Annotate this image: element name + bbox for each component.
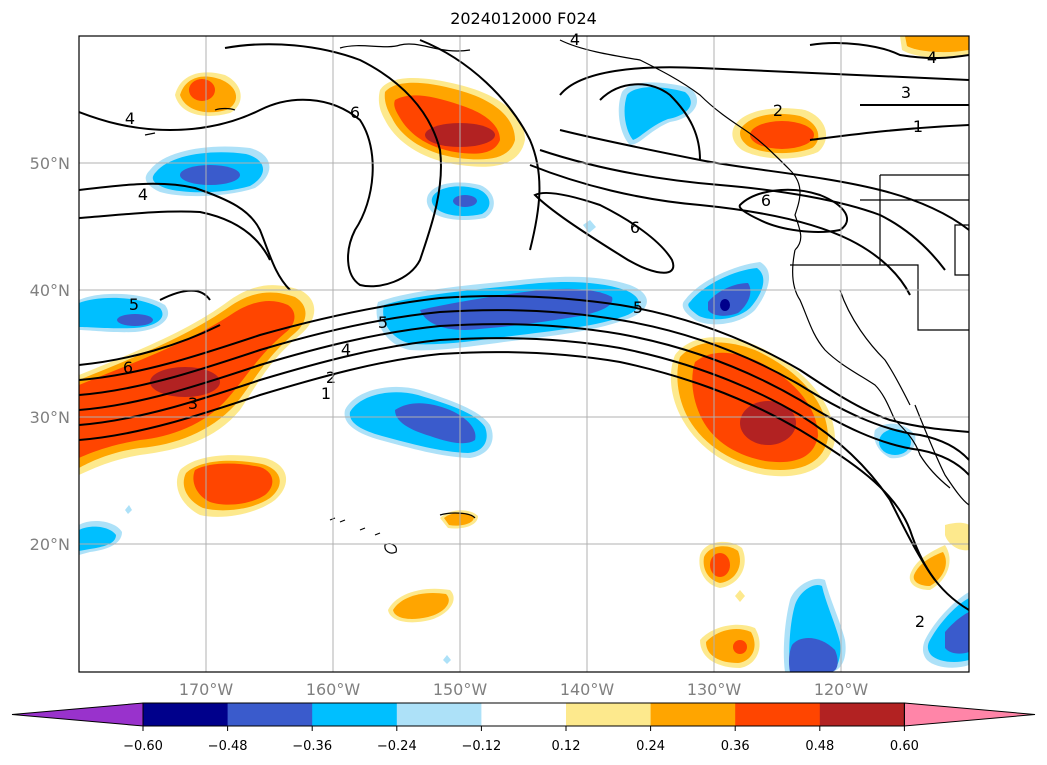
lat-label: 20°N xyxy=(30,535,70,554)
colorbar-extend-max xyxy=(903,702,1036,727)
colorbar-tick-label: 0.60 xyxy=(890,739,919,754)
contour-label: 5 xyxy=(378,313,388,332)
contour-lines xyxy=(79,39,969,611)
contour-label: 3 xyxy=(188,394,198,413)
shaded-field xyxy=(79,36,969,672)
colorbar-segment xyxy=(819,703,905,726)
colorbar xyxy=(11,702,1036,727)
colorbar-segment xyxy=(143,703,229,726)
colorbar-tick-label: 0.12 xyxy=(552,739,581,754)
colorbar-frame xyxy=(142,702,905,727)
colorbar-segment xyxy=(227,703,313,726)
contour-label: 1 xyxy=(321,384,331,403)
contour-labels: 4 4 6 5 6 3 4 2 1 5 6 4 2 3 1 6 2 4 5 xyxy=(123,30,937,631)
contour-label: 5 xyxy=(633,298,643,317)
lat-label: 30°N xyxy=(30,408,70,427)
contour-label: 6 xyxy=(123,358,133,377)
contour-label: 1 xyxy=(913,117,923,136)
contour-label: 4 xyxy=(341,340,351,359)
lon-label: 130°W xyxy=(687,680,742,699)
contour-label: 4 xyxy=(125,109,135,128)
plot-frame xyxy=(78,35,970,673)
colorbar-segment xyxy=(396,703,482,726)
colorbar-tick-label: 0.36 xyxy=(721,739,750,754)
colorbar-segment xyxy=(312,703,398,726)
lat-label: 40°N xyxy=(30,281,70,300)
lon-label: 170°W xyxy=(179,680,234,699)
colorbar-tick-label: 0.48 xyxy=(805,739,834,754)
map-title: 2024012000 F024 xyxy=(450,9,597,28)
colorbar-extend-min xyxy=(11,702,144,727)
lon-label: 140°W xyxy=(560,680,615,699)
contour-label: 4 xyxy=(927,48,937,67)
colorbar-tick-label: −0.48 xyxy=(208,739,248,754)
contour-label: 6 xyxy=(630,218,640,237)
lon-label: 160°W xyxy=(306,680,361,699)
colorbar-tick-label: −0.36 xyxy=(292,739,332,754)
colorbar-segment xyxy=(481,703,567,726)
lon-label: 120°W xyxy=(814,680,869,699)
contour-label: 6 xyxy=(350,103,360,122)
colorbar-tick-label: −0.12 xyxy=(461,739,501,754)
colorbar-segment xyxy=(735,703,821,726)
contour-label: 6 xyxy=(761,191,771,210)
contour-label: 3 xyxy=(901,83,911,102)
contour-label: 2 xyxy=(326,368,336,387)
lat-labels: 50°N 40°N 30°N 20°N xyxy=(30,154,70,554)
lon-label: 150°W xyxy=(433,680,488,699)
contour-label: 2 xyxy=(915,612,925,631)
contour-label: 2 xyxy=(773,101,783,120)
colorbar-tick-label: −0.60 xyxy=(123,739,163,754)
lat-label: 50°N xyxy=(30,154,70,173)
colorbar-ticks: −0.60 −0.48 −0.36 −0.24 −0.12 0.12 0.24 0.36 0.4… xyxy=(123,726,919,754)
graticule xyxy=(79,36,969,672)
contour-label: 4 xyxy=(570,30,580,49)
contour-label: 4 xyxy=(138,185,148,204)
colorbar-tick-label: −0.24 xyxy=(377,739,417,754)
lon-labels: 170°W 160°W 150°W 140°W 130°W 120°W xyxy=(179,680,869,699)
colorbar-segment xyxy=(650,703,736,726)
contour-label: 5 xyxy=(129,295,139,314)
colorbar-tick-label: 0.24 xyxy=(636,739,665,754)
colorbar-segment xyxy=(566,703,652,726)
